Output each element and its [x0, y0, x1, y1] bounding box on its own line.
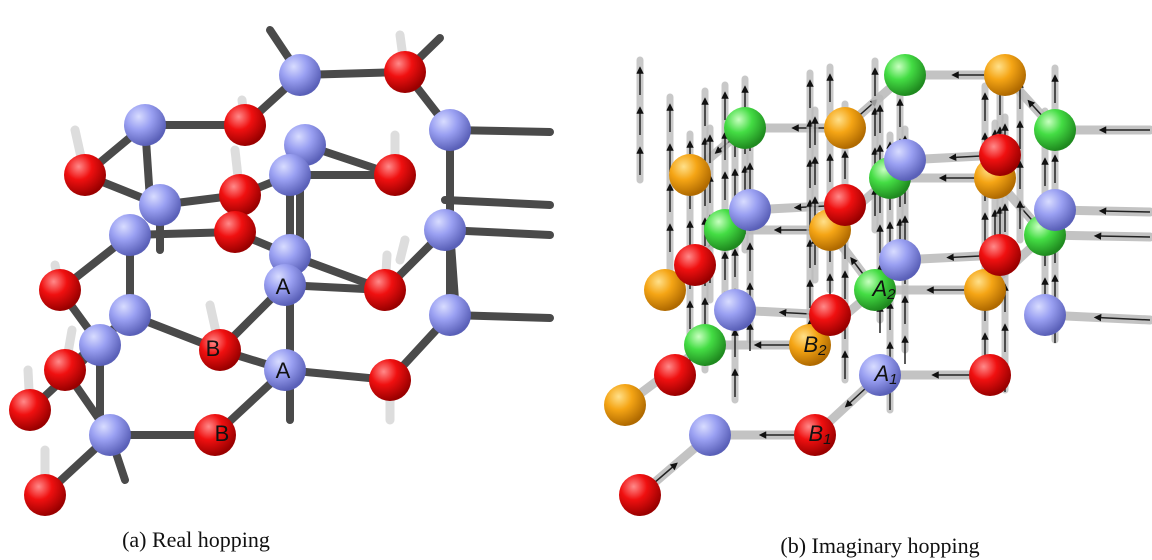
site [689, 414, 731, 456]
site-label: B [215, 421, 230, 446]
figure: (a) Real hopping (b) Imaginary hopping A… [0, 0, 1152, 560]
letter: B [808, 421, 823, 446]
subscript: 1 [823, 431, 831, 448]
hopping-arrow [1103, 211, 1151, 212]
site [79, 324, 121, 366]
site [219, 174, 261, 216]
bond [445, 200, 550, 205]
site [884, 139, 926, 181]
caption: (b) Imaginary hopping [780, 533, 979, 558]
site [39, 269, 81, 311]
site [674, 244, 716, 286]
site [24, 474, 66, 516]
site [109, 294, 151, 336]
site [824, 184, 866, 226]
site [654, 354, 696, 396]
site [44, 349, 86, 391]
site [809, 294, 851, 336]
site [214, 211, 256, 253]
site [9, 389, 51, 431]
site [979, 134, 1021, 176]
site-label: A [276, 358, 291, 383]
site [1034, 109, 1076, 151]
site [879, 239, 921, 281]
letter: A [872, 361, 889, 386]
hopping-arrow [1098, 236, 1151, 237]
site [124, 104, 166, 146]
site [619, 474, 661, 516]
site [269, 154, 311, 196]
letter: B [803, 332, 818, 357]
site [604, 384, 646, 426]
site [364, 269, 406, 311]
site [139, 184, 181, 226]
site [89, 414, 131, 456]
site-label: A [276, 274, 291, 299]
caption: (a) Real hopping [122, 527, 270, 552]
site [429, 109, 471, 151]
letter: A [870, 276, 887, 301]
bond [400, 240, 405, 260]
site [1034, 189, 1076, 231]
site [969, 354, 1011, 396]
site [109, 214, 151, 256]
subscript: 2 [886, 286, 896, 303]
site [729, 189, 771, 231]
site [374, 154, 416, 196]
site [684, 324, 726, 366]
site [984, 54, 1026, 96]
site [224, 104, 266, 146]
site [669, 154, 711, 196]
site [714, 289, 756, 331]
site [429, 294, 471, 336]
site [979, 234, 1021, 276]
subscript: 2 [817, 342, 827, 359]
site [724, 107, 766, 149]
site-label: B [206, 336, 221, 361]
site [384, 51, 426, 93]
site [884, 54, 926, 96]
site [824, 107, 866, 149]
site [1024, 294, 1066, 336]
site [369, 359, 411, 401]
subscript: 1 [889, 371, 897, 388]
site [64, 154, 106, 196]
site [424, 209, 466, 251]
site [279, 54, 321, 96]
